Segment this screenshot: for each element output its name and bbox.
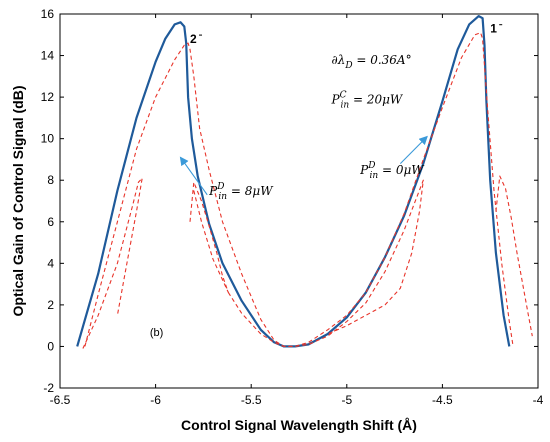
annotation-sup: D [367,161,375,171]
x-axis-ticks: -6.5 -6 -5.5 -5 -4.5 -4 [50,14,544,407]
y-tick-label: 14 [41,49,55,63]
annotation-label: PC in = 20μW [331,90,404,110]
annotation-symbol: P [359,163,369,177]
series-line-4 [189,181,229,293]
x-tick-label: -6 [150,393,161,407]
annotation-value: = 0μW [378,163,425,177]
annotation-arrow [179,156,208,196]
y-tick-label: 12 [41,90,55,104]
x-tick-label: -5 [341,393,352,407]
series-line-5 [227,179,424,347]
series-line-3 [82,177,143,349]
y-tick-label: 16 [41,7,55,21]
annotation-sub: D [344,61,352,71]
annotation-value: = 20μW [349,92,404,106]
y-tick-label: 0 [47,339,54,353]
curve-label: 2 [190,32,197,46]
y-tick-label: 6 [47,215,54,229]
annotation-label: ∂λD = 0.36A° [332,53,412,71]
annotation-sup: C [340,90,347,100]
annotation-sub: in [369,171,378,181]
annotation-sub: in [218,192,227,202]
series-layer [76,15,533,349]
annotation-sup: D [216,182,224,192]
annotation-value: = 0.36A° [353,53,412,67]
curve-label: 1 [490,22,497,36]
annotation-arrow [399,135,428,164]
y-tick-label: 4 [47,256,54,270]
annotation-label: PD in = 0μW [359,161,425,181]
x-tick-label: -4.5 [432,393,453,407]
annotation-symbol: P [331,92,341,106]
x-tick-label: -5.5 [241,393,262,407]
annotation-value: = 8μW [227,184,274,198]
panel-label: (b) [150,327,163,339]
x-tick-label: -6.5 [50,393,71,407]
plot-area [59,13,539,389]
series-line-2 [84,32,514,347]
annotation-sub: in [340,100,349,110]
series-line-6 [495,175,533,337]
annotation-symbol: ∂λ [332,53,346,67]
x-axis-label: Control Signal Wavelength Shift (Å) [181,417,417,433]
annotation-label: PD in = 8μW [208,182,274,202]
annotation-symbol: P [208,184,218,198]
y-tick-label: 10 [41,132,55,146]
y-axis-label: Optical Gain of Control Signal (dB) [10,86,26,317]
y-tick-label: 2 [47,298,54,312]
y-tick-label: 8 [47,173,54,187]
y-tick-label: -2 [43,381,54,395]
x-tick-label: -4 [533,393,544,407]
